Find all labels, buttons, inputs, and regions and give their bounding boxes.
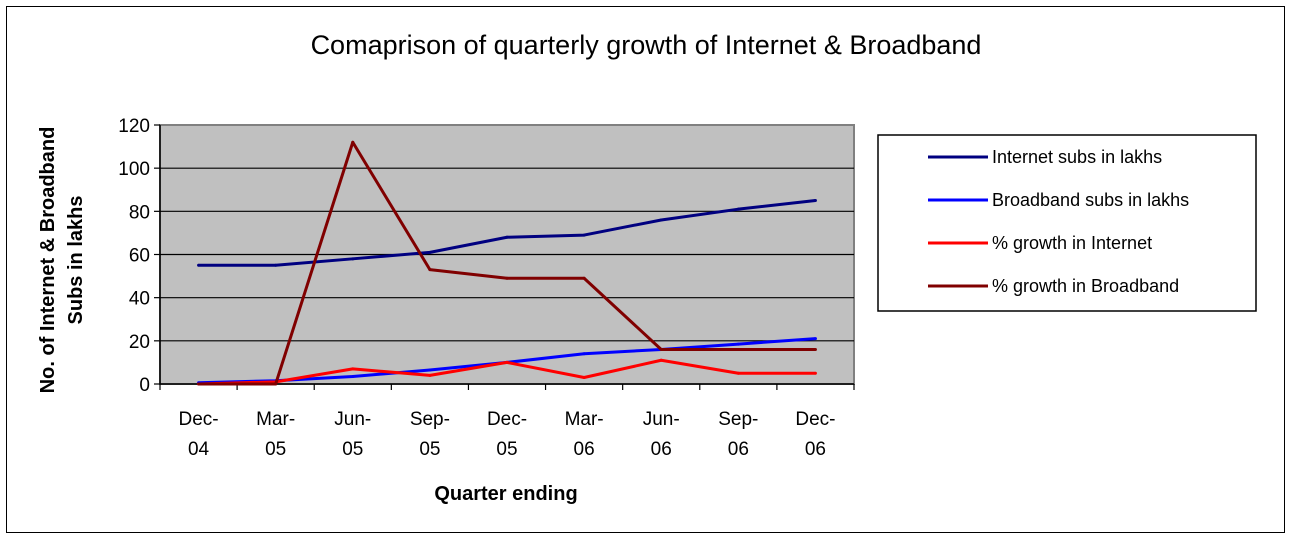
data-point <box>428 250 432 254</box>
y-tick-label: 100 <box>118 159 150 180</box>
data-point <box>274 382 278 386</box>
data-point <box>428 268 432 272</box>
x-tick-label: Dec-06 <box>795 409 835 460</box>
y-tick-label: 80 <box>129 202 150 223</box>
data-point <box>736 347 740 351</box>
data-point <box>813 347 817 351</box>
x-tick-label: Jun-06 <box>643 409 680 460</box>
legend-item: Broadband subs in lakhs <box>928 190 1189 210</box>
data-point <box>505 276 509 280</box>
data-point <box>274 263 278 267</box>
legend: Internet subs in lakhs Broadband subs in … <box>877 134 1257 312</box>
data-point <box>582 376 586 380</box>
data-point <box>428 368 432 372</box>
x-tick-label: Sep-05 <box>410 409 450 460</box>
data-point <box>736 207 740 211</box>
y-axis-title: No. of Internet & Broadband Subs in lakhs <box>37 127 87 394</box>
x-axis-title: Quarter ending <box>434 483 577 505</box>
data-point <box>428 373 432 377</box>
y-tick-label: 60 <box>129 246 150 267</box>
legend-item: Internet subs in lakhs <box>928 147 1162 167</box>
data-point <box>351 257 355 261</box>
x-tick-label: Dec-04 <box>178 409 218 460</box>
plot-area: 0 20 40 60 80 100 120 Dec-04 Mar-05 Jun-05 Sep-05 D… <box>118 116 855 460</box>
data-point <box>813 337 817 341</box>
data-point <box>351 367 355 371</box>
series-4-group <box>197 140 817 386</box>
data-point <box>582 233 586 237</box>
data-point <box>197 263 201 267</box>
series-1-group <box>197 199 817 267</box>
x-tick-label: Mar-05 <box>256 409 295 460</box>
data-point <box>736 342 740 346</box>
x-tick-label: Dec-05 <box>487 409 527 460</box>
x-tick-label: Sep-06 <box>718 409 758 460</box>
data-point <box>659 358 663 362</box>
y-tick-label: 20 <box>129 332 150 353</box>
data-point <box>659 347 663 351</box>
y-tick-label: 0 <box>139 375 150 396</box>
data-point <box>197 382 201 386</box>
data-point <box>505 360 509 364</box>
legend-label: % growth in Broadband <box>992 276 1179 296</box>
data-point <box>505 235 509 239</box>
data-point <box>582 276 586 280</box>
legend-label: Internet subs in lakhs <box>992 147 1162 167</box>
legend-label: % growth in Internet <box>992 233 1152 253</box>
y-axis-title-text: No. of Internet & Broadband Subs in lakhs <box>37 127 87 394</box>
legend-label: Broadband subs in lakhs <box>992 190 1189 210</box>
y-tick-label: 40 <box>129 289 150 310</box>
data-point <box>813 371 817 375</box>
legend-item: % growth in Broadband <box>928 276 1179 296</box>
x-tick-label: Jun-05 <box>334 409 371 460</box>
y-tick-label: 120 <box>118 116 150 137</box>
chart-title: Comaprison of quarterly growth of Intern… <box>311 30 982 60</box>
data-point <box>582 352 586 356</box>
data-point <box>351 140 355 144</box>
legend-item: % growth in Internet <box>928 233 1152 253</box>
data-point <box>736 371 740 375</box>
x-tick-label: Mar-06 <box>565 409 604 460</box>
data-point <box>813 199 817 203</box>
data-point <box>351 374 355 378</box>
legend-box <box>877 134 1257 312</box>
data-point <box>659 218 663 222</box>
